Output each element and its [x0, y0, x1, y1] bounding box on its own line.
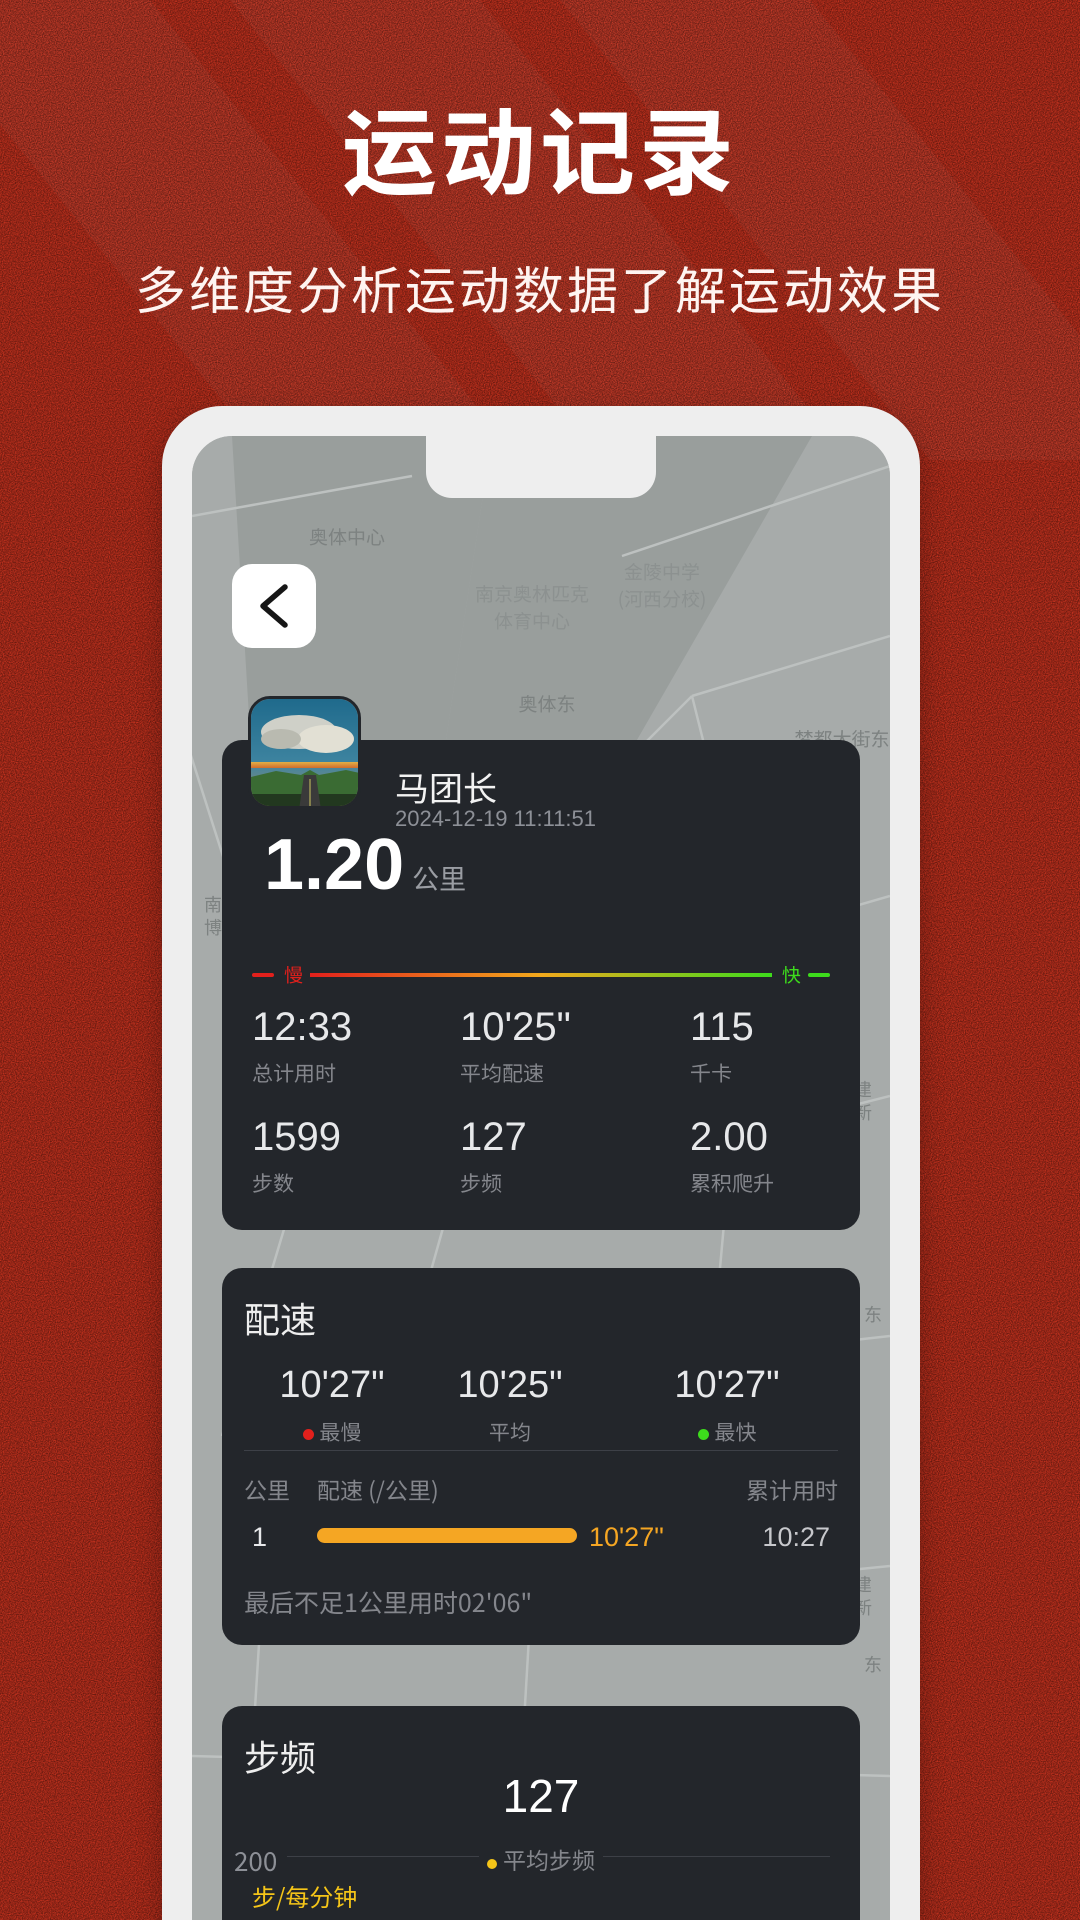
svg-text:金陵中学: 金陵中学 [624, 558, 700, 585]
svg-text:南京奥林匹克: 南京奥林匹克 [475, 580, 589, 607]
svg-text:博: 博 [204, 914, 222, 940]
svg-text:慢: 慢 [284, 965, 303, 985]
svg-text:(河西分校): (河西分校) [618, 585, 707, 612]
svg-text:奥体中心: 奥体中心 [309, 523, 385, 550]
svg-text:快: 快 [782, 965, 801, 985]
svg-text:东: 东 [864, 1301, 882, 1327]
svg-text:东: 东 [864, 1651, 882, 1677]
svg-text:奥体东: 奥体东 [518, 690, 575, 717]
svg-text:体育中心: 体育中心 [494, 607, 570, 634]
